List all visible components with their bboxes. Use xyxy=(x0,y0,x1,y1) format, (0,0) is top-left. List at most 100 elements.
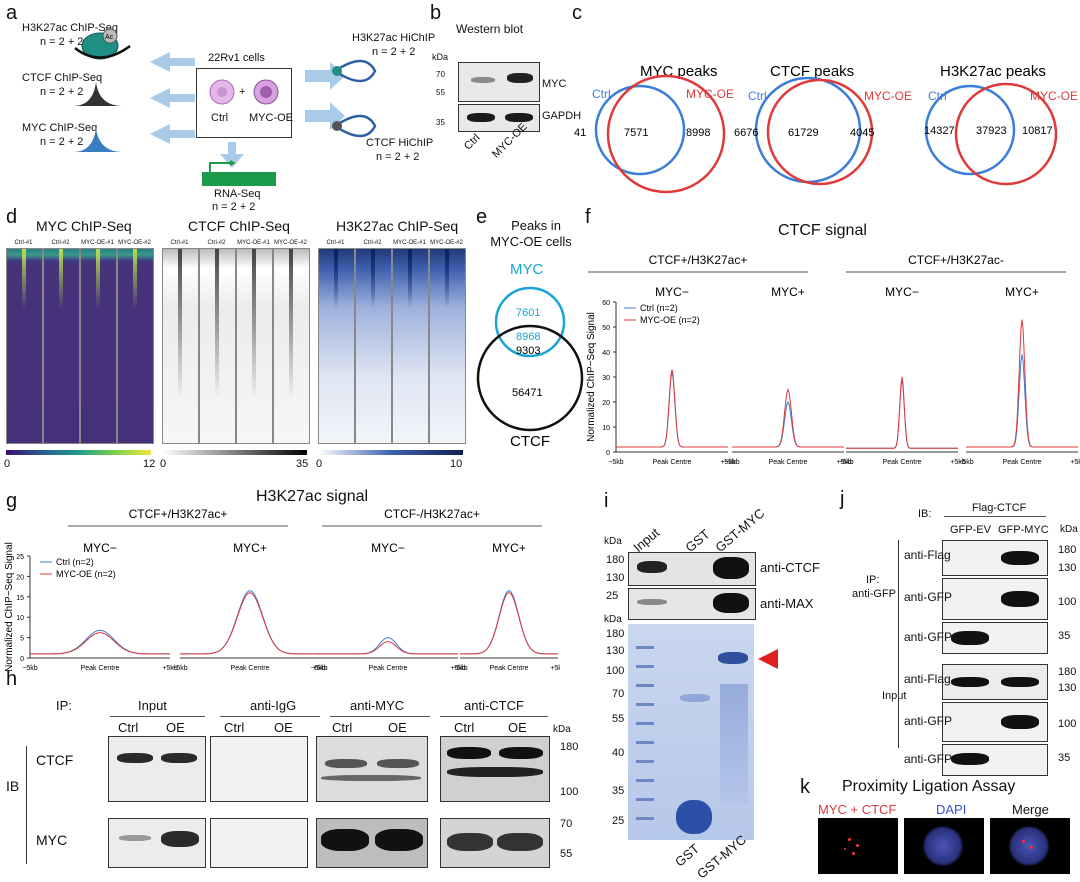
marker-35-b: 35 xyxy=(436,118,445,127)
heatmap-sample-label: Ctrl-#2 xyxy=(363,240,382,246)
panel-label-a: a xyxy=(6,2,18,24)
subgroup-label: MYC− xyxy=(83,541,117,555)
j-blot-ip-gfp xyxy=(942,578,1048,620)
k-title: Proximity Ligation Assay xyxy=(842,778,1016,795)
ctcf-colorbar-min: 0 xyxy=(160,458,167,470)
venn-ctcf-right: 4045 xyxy=(850,127,874,139)
workflow-arrows xyxy=(150,52,345,168)
h-group-myc: anti-MYC xyxy=(350,698,405,713)
f-title: CTCF signal xyxy=(778,222,867,239)
x-tick-left: −5kb xyxy=(958,459,973,466)
y-tick-label: 10 xyxy=(602,425,610,432)
subgroup-label: MYC− xyxy=(655,285,689,299)
panel-label-d: d xyxy=(6,206,18,228)
h3-colorbar xyxy=(318,450,463,455)
rnaseq-label: RNA-Seq xyxy=(214,188,261,200)
heatmap-sample-label: Ctrl-#1 xyxy=(14,240,33,246)
h-blot-igg-myc xyxy=(210,818,308,868)
panel-label-j: j xyxy=(840,488,845,510)
oe-curve xyxy=(616,369,728,448)
i-gel-marker-55: 55 xyxy=(612,713,625,725)
k-channel-3: Merge xyxy=(1012,802,1049,817)
y-tick-label: 25 xyxy=(16,554,24,561)
x-tick-right: +5kb xyxy=(836,459,851,466)
arrow-myc xyxy=(150,124,195,144)
i-gel-marker-100: 100 xyxy=(606,665,625,677)
h-group-input: Input xyxy=(138,698,167,713)
hichip-ctcf-n: n = 2 + 2 xyxy=(376,151,420,163)
ctcf-peak-icon xyxy=(73,82,123,106)
j-ib-label: IB: xyxy=(918,508,932,520)
legend-oe-text: MYC-OE (n=2) xyxy=(56,569,116,579)
venn-h3-oe-label: MYC-OE xyxy=(1030,89,1078,103)
j-row-2: anti-GFP xyxy=(904,590,953,604)
venn-e-ctcf-circle xyxy=(476,324,584,432)
myc-blot-label: MYC xyxy=(542,78,567,90)
oe-curve xyxy=(30,632,170,655)
heatmap-sample-label: Ctrl-#1 xyxy=(170,240,189,246)
oe-curve xyxy=(846,376,958,449)
j-ip-bracket xyxy=(898,540,899,630)
venn-myc-oe-label: MYC-OE xyxy=(686,87,734,101)
heatmap-sample-label: MYC-OE-#2 xyxy=(430,240,463,246)
venn-h3-left: 14327 xyxy=(924,125,955,137)
j-marker-35-b: 35 xyxy=(1058,752,1071,764)
myc-chip-label: MYC ChIP-Seq xyxy=(22,122,98,134)
venn-h3-oe-circle xyxy=(954,82,1058,186)
i-gel-marker-40: 40 xyxy=(612,747,625,759)
i-blot-ctcf xyxy=(628,552,756,586)
panel-label-g: g xyxy=(6,490,18,512)
y-tick-label: 50 xyxy=(602,325,610,332)
heatmap-column xyxy=(199,248,236,444)
x-tick-mid: Peak Centre xyxy=(769,459,808,466)
x-tick-mid: Peak Centre xyxy=(883,459,922,466)
cells-box xyxy=(196,68,292,138)
i-kda-label: kDa xyxy=(604,536,622,547)
arrow-ctcf xyxy=(150,88,195,108)
venn-myc-oe-circle xyxy=(606,74,726,194)
h3-colorbar-max: 10 xyxy=(450,458,463,470)
h-kda-label: kDa xyxy=(553,724,571,735)
venn-h3-ctrl-label: Ctrl xyxy=(928,89,947,103)
arrow-rnaseq xyxy=(220,142,244,168)
legend-ctrl-text: Ctrl (n=2) xyxy=(640,303,678,313)
j-blot-in-gfp xyxy=(942,702,1048,742)
heatmap-column xyxy=(117,248,154,444)
ctcf-colorbar xyxy=(162,450,307,455)
hichip-loops-icon xyxy=(332,59,377,138)
hichip-h3-n: n = 2 + 2 xyxy=(372,46,416,58)
venn-ctcf-title: CTCF peaks xyxy=(770,63,854,80)
heatmap-sample-label: MYC-OE-#1 xyxy=(237,240,270,246)
venn-myc-ctrl-label: Ctrl xyxy=(592,87,611,101)
heatmap-column xyxy=(6,248,43,444)
heatmap-sample-label: Ctrl-#1 xyxy=(326,240,345,246)
heatmap-sample-label: MYC-OE-#2 xyxy=(274,240,307,246)
j-input-bracket xyxy=(898,628,899,748)
y-tick-label: 5 xyxy=(20,636,24,643)
oe-curve xyxy=(966,319,1078,448)
panel-label-b: b xyxy=(430,2,442,24)
x-tick-right: +5kb xyxy=(450,665,465,672)
j-row-5: anti-GFP xyxy=(904,714,953,728)
panel-label-k: k xyxy=(800,776,810,798)
venn-ctcf-mid: 61729 xyxy=(788,127,819,139)
j-row-3: anti-GFP xyxy=(904,630,953,644)
gapdh-blot-label: GAPDH xyxy=(542,110,582,122)
d-title-h3: H3K27ac ChIP-Seq xyxy=(336,218,459,234)
j-ip-antibody: anti-GFP xyxy=(852,588,897,600)
cell-icons xyxy=(209,79,279,105)
x-tick-left: −5kb xyxy=(452,665,467,672)
venn-ctcf-oe-circle xyxy=(766,78,874,186)
venn-e-myc-label: MYC xyxy=(510,261,544,278)
venn-e: MYC 7601 8968 9303 56471 CTCF xyxy=(476,261,584,450)
subgroup-label: MYC+ xyxy=(233,541,267,555)
i-marker-180: 180 xyxy=(606,554,625,566)
heatmap-column xyxy=(392,248,429,444)
plus-sign: + xyxy=(239,86,246,98)
x-tick-left: −5kb xyxy=(838,459,853,466)
h3k27ac-chip-label: H3K27ac ChIP-Seq xyxy=(22,22,118,34)
venn-h3-title: H3K27ac peaks xyxy=(940,63,1046,80)
heatmap-column xyxy=(355,248,392,444)
myc-colorbar-min: 0 xyxy=(4,458,11,470)
venn-e-myc-only: 7601 xyxy=(516,307,540,319)
